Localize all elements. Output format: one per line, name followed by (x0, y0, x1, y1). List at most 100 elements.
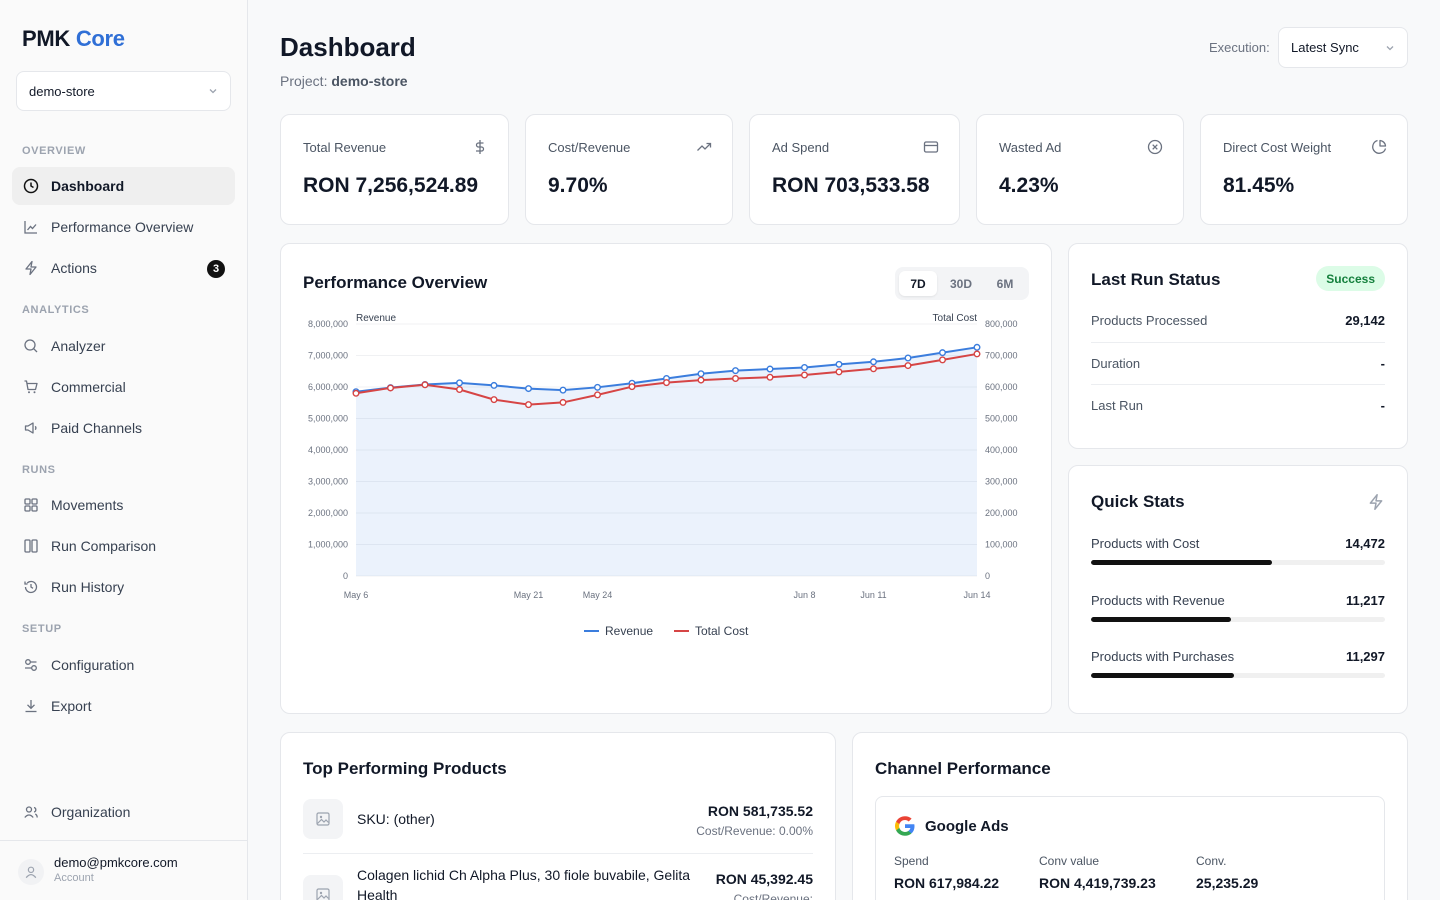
range-7d-button[interactable]: 7D (899, 271, 937, 296)
right-axis-tick-label: 200,000 (985, 508, 1018, 518)
status-badge: Success (1316, 266, 1385, 291)
sidebar: PMK Core demo-store OVERVIEW Dashboard P… (0, 0, 248, 900)
sidebar-item-label: Organization (51, 804, 131, 820)
sidebar-item-actions[interactable]: Actions 3 (12, 249, 235, 287)
sidebar-item-run-comparison[interactable]: Run Comparison (12, 527, 235, 565)
total-cost-point (386, 384, 394, 392)
sidebar-item-paid-channels[interactable]: Paid Channels (12, 409, 235, 447)
right-axis-tick-label: 400,000 (985, 445, 1018, 455)
left-axis-label: Revenue (356, 313, 396, 324)
google-ads-channel[interactable]: Google Ads Spend RON 617,984.22 Conv val… (875, 796, 1385, 900)
execution-select[interactable]: Latest Sync (1278, 27, 1408, 68)
sidebar-item-commercial[interactable]: Commercial (12, 368, 235, 406)
conversions-value: 25,235.29 (1196, 875, 1259, 891)
divider (303, 853, 813, 854)
product-revenue: RON 45,392.45 (715, 871, 813, 887)
duration-row: Duration - (1091, 342, 1385, 384)
revenue-point (594, 383, 602, 391)
kpi-label: Total Revenue (303, 140, 387, 155)
spend-label: Spend (894, 854, 929, 868)
revenue-point (490, 381, 498, 389)
revenue-point (904, 354, 912, 362)
top-products-card: Top Performing Products SKU: (other) RON… (280, 732, 836, 900)
sidebar-item-label: Performance Overview (51, 219, 194, 235)
image-icon (316, 888, 330, 900)
right-axis-label: Total Cost (933, 313, 978, 324)
x-axis-tick-label: Jun 14 (963, 590, 990, 600)
performance-overview-card: Performance Overview 7D 30D 6M 0 0 1,000,0… (280, 243, 1052, 714)
sidebar-item-organization[interactable]: Organization (12, 793, 235, 831)
kpi-label: Ad Spend (772, 140, 830, 155)
list-item[interactable]: Colagen lichid Ch Alpha Plus, 30 fiole b… (303, 865, 813, 900)
kpi-label: Direct Cost Weight (1223, 140, 1332, 155)
store-select-value: demo-store (29, 83, 95, 99)
users-icon (24, 806, 38, 818)
kpi-card-ad-spend: Ad Spend RON 703,533.58 (749, 114, 960, 225)
sidebar-item-label: Run Comparison (51, 538, 157, 554)
stat-value: 11,297 (1345, 649, 1385, 664)
sidebar-item-configuration[interactable]: Configuration (12, 646, 235, 684)
cart-icon (24, 380, 38, 394)
execution-label: Execution: (1209, 40, 1270, 55)
divider (1091, 384, 1385, 385)
range-6m-button[interactable]: 6M (996, 276, 1014, 291)
quick-stat-row: Products with Cost 14,472 (1091, 536, 1385, 576)
total-cost-point (973, 350, 981, 358)
sidebar-item-label: Paid Channels (51, 420, 143, 436)
sidebar-item-label: Movements (51, 497, 124, 513)
last-run-status-card: Last Run Status Success Products Process… (1068, 243, 1408, 449)
progress-fill (1091, 673, 1234, 678)
stat-label: Products with Cost (1091, 536, 1200, 551)
range-toggle: 7D 30D 6M (895, 267, 1029, 300)
revenue-point (697, 370, 705, 378)
sidebar-item-performance[interactable]: Performance Overview (12, 208, 235, 246)
progress-track (1091, 673, 1385, 678)
stat-value: 11,217 (1345, 593, 1385, 608)
conv-value-label: Conv value (1039, 854, 1100, 868)
chevron-down-icon (1386, 45, 1394, 50)
right-axis-tick-label: 100,000 (985, 540, 1018, 550)
sidebar-item-dashboard[interactable]: Dashboard (12, 167, 235, 205)
kpi-card-wasted-ad: Wasted Ad 4.23% (976, 114, 1184, 225)
total-cost-point (421, 381, 429, 389)
page-title: Dashboard (280, 32, 416, 62)
sidebar-item-label: Run History (51, 579, 125, 595)
grid-icon (24, 498, 38, 512)
total-cost-point (594, 391, 602, 399)
kpi-value: 9.70% (548, 174, 608, 197)
total-cost-point (628, 383, 636, 391)
kpi-label: Wasted Ad (999, 140, 1062, 155)
execution-select-value: Latest Sync (1291, 40, 1359, 55)
channel-name: Google Ads (925, 818, 1009, 835)
clock-icon (23, 178, 39, 194)
total-cost-point (801, 371, 809, 379)
quick-stat-row: Products with Revenue 11,217 (1091, 593, 1385, 633)
store-select[interactable]: demo-store (16, 71, 231, 111)
total-cost-point (352, 389, 360, 397)
sidebar-item-analyzer[interactable]: Analyzer (12, 327, 235, 365)
conversions-label: Conv. (1196, 854, 1227, 868)
range-30d-button[interactable]: 30D (949, 276, 972, 291)
revenue-point (939, 349, 947, 357)
avatar (18, 859, 44, 885)
sidebar-item-label: Commercial (51, 379, 126, 395)
row-value: - (1380, 355, 1385, 371)
sidebar-item-run-history[interactable]: Run History (12, 568, 235, 606)
row-label: Duration (1091, 355, 1141, 371)
list-item[interactable]: SKU: (other) RON 581,735.52 Cost/Revenue… (303, 799, 813, 854)
sidebar-item-export[interactable]: Export (12, 687, 235, 725)
download-icon (25, 700, 37, 713)
account-menu[interactable]: demo@pmkcore.com Account (0, 840, 247, 900)
revenue-point (524, 385, 532, 393)
product-thumbnail (303, 875, 343, 900)
total-cost-point (524, 401, 532, 409)
right-axis-tick-label: 300,000 (985, 477, 1018, 487)
product-thumbnail (303, 799, 343, 839)
sidebar-item-movements[interactable]: Movements (12, 486, 235, 524)
channel-performance-card: Channel Performance Google Ads Spend RON… (852, 732, 1408, 900)
progress-track (1091, 617, 1385, 622)
right-axis-tick-label: 700,000 (985, 351, 1018, 361)
left-axis-tick-label: 5,000,000 (308, 414, 348, 424)
last-run-row: Last Run - (1091, 384, 1385, 426)
app-logo[interactable]: PMK Core (22, 26, 125, 52)
